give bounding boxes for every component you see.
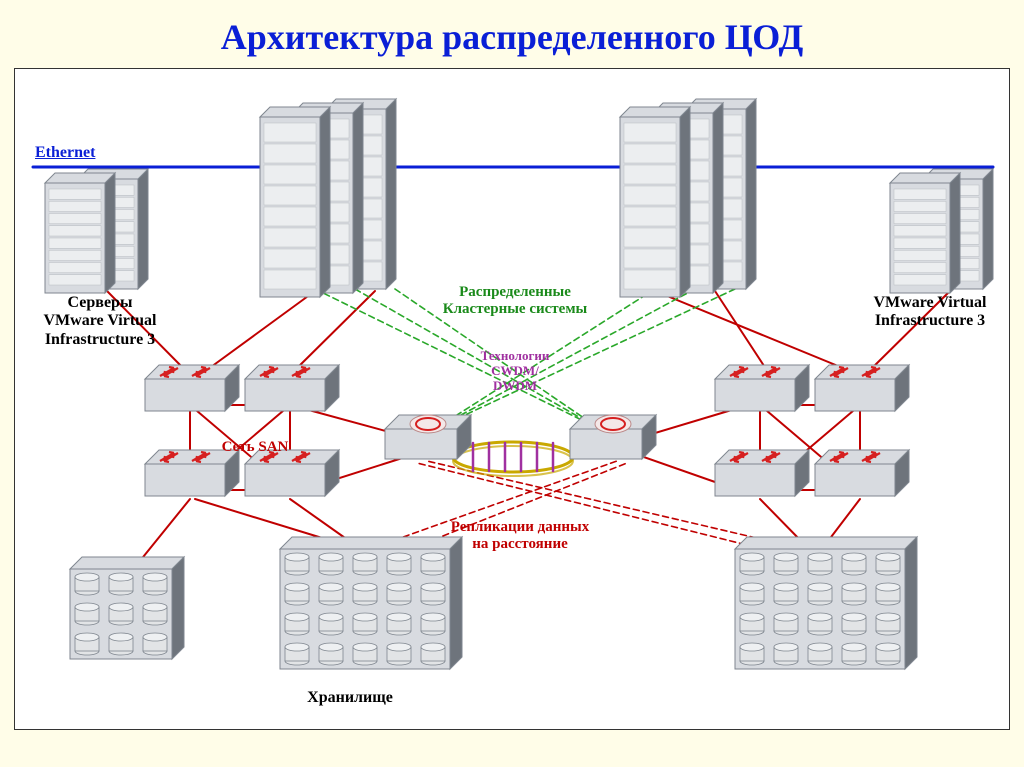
- storage-label: Хранилище: [280, 689, 420, 707]
- diagram-svg: [15, 69, 1011, 729]
- ethernet-label: Ethernet: [35, 144, 95, 162]
- tech-label: Технологии CWDM/ DWDM: [465, 349, 565, 394]
- san-label: Сеть SAN: [210, 439, 300, 456]
- servers-right-label: VMware Virtual Infrastructure 3: [855, 294, 1005, 331]
- servers-left-label: Серверы VMware Virtual Infrastructure 3: [25, 294, 175, 349]
- distributed-label: Распределенные Кластерные системы: [415, 284, 615, 319]
- diagram-canvas: Ethernet Серверы VMware Virtual Infrastr…: [14, 68, 1010, 730]
- replication-label: Репликации данных на расстояние: [435, 519, 605, 554]
- page-title: Архитектура распределенного ЦОД: [0, 0, 1024, 68]
